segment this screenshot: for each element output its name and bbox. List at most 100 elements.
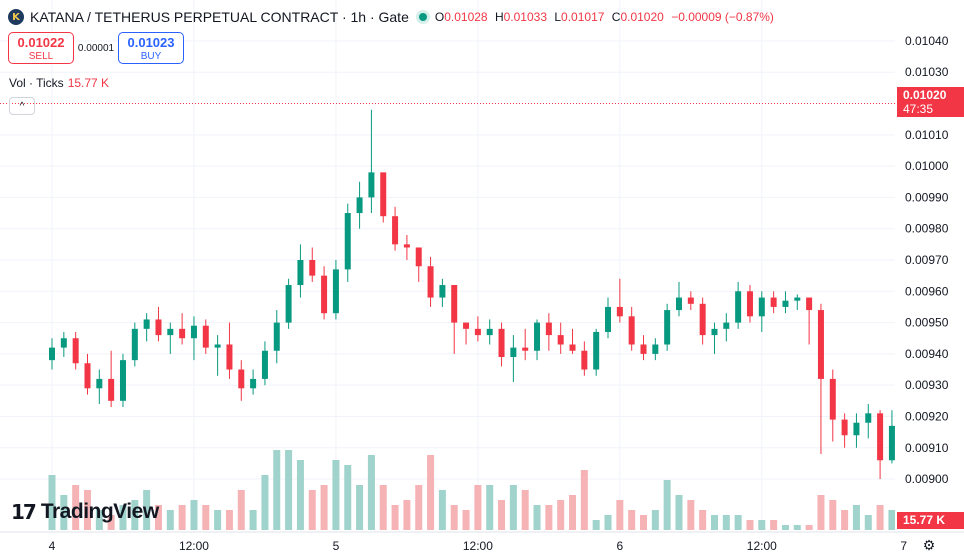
candle-body (877, 413, 884, 461)
market-status-icon[interactable] (418, 13, 427, 21)
gear-icon[interactable]: ⚙ (922, 536, 936, 553)
close-label: C (611, 10, 621, 24)
candle-body (368, 172, 375, 198)
candle-body (415, 247, 422, 267)
candle-body (758, 297, 765, 317)
candle-body (202, 325, 209, 348)
volume-bar (344, 465, 352, 530)
candle-body (84, 363, 91, 389)
volume-bar (876, 505, 884, 530)
volume-bar (498, 500, 506, 530)
candle-body (735, 291, 742, 323)
high-value: 0.01033 (503, 10, 548, 24)
volume-bar (320, 485, 328, 530)
volume-bar (616, 500, 624, 530)
price-tick-label: 0.01030 (905, 65, 949, 79)
time-tick-label: 5 (333, 539, 340, 553)
volume-bar (48, 475, 56, 530)
volume-bar (427, 455, 435, 530)
trade-buttons: 0.01022 SELL 0.00001 0.01023 BUY (8, 32, 184, 64)
symbol-title[interactable]: KATANA / TETHERUS PERPETUAL CONTRACT · 1… (30, 9, 409, 25)
volume-bar (770, 520, 778, 530)
candle-body (711, 328, 718, 336)
candle-body (853, 422, 860, 436)
close-value: 0.01020 (620, 10, 664, 24)
volume-bar (474, 485, 482, 530)
price-tick-label: 0.00960 (905, 284, 949, 298)
volume-bar (557, 500, 565, 530)
tradingview-wordmark: TradingView (40, 500, 159, 523)
volume-bar (119, 505, 127, 530)
sell-price: 0.01022 (17, 34, 65, 50)
candle-body (664, 310, 671, 345)
candle-body (49, 347, 55, 361)
volume-bar (462, 510, 470, 530)
time-tick-label: 12:00 (747, 539, 777, 553)
candle-body (616, 306, 623, 317)
volume-bar (178, 505, 186, 530)
candle-body (794, 297, 801, 301)
candle-body (309, 260, 316, 276)
chevron-up-icon: ^ (19, 100, 25, 112)
candle-body (498, 328, 505, 358)
collapse-legend-button[interactable]: ^ (9, 97, 35, 115)
price-tick-label: 0.01040 (905, 34, 949, 48)
candle-body (699, 303, 706, 336)
volume-bar (640, 515, 647, 530)
candle-body (356, 197, 363, 214)
buy-button[interactable]: 0.01023 BUY (118, 32, 184, 64)
volume-bar (379, 485, 387, 530)
time-axis-background (0, 532, 964, 560)
candle-body (510, 347, 517, 358)
candle-body (403, 244, 410, 248)
price-tick-label: 0.00990 (905, 190, 949, 204)
volume-bar (154, 505, 162, 530)
time-tick-label: 12:00 (179, 539, 209, 553)
volume-bar (95, 510, 103, 530)
candle-body (321, 275, 328, 314)
candle-body (545, 322, 552, 336)
volume-bar (545, 505, 553, 530)
time-tick-label: 4 (49, 539, 56, 553)
volume-bar (604, 515, 612, 530)
volume-tag: 15.77 K (897, 512, 964, 529)
price-axis[interactable]: 0.01040 0.01030 0.01010 0.01000 0.00990 0.009… (895, 0, 964, 532)
chart-header: K KATANA / TETHERUS PERPETUAL CONTRACT ·… (8, 6, 778, 28)
volume-bar (687, 500, 695, 530)
candle-body (380, 172, 387, 217)
candle-body (179, 328, 186, 339)
volume-label: Vol · Ticks (9, 76, 64, 90)
tradingview-logo[interactable]: 17 TradingView (11, 500, 159, 524)
candle-body (96, 378, 103, 389)
candle-body (273, 322, 280, 351)
candle-body (640, 344, 647, 354)
candle-body (261, 350, 268, 379)
volume-bar (131, 500, 139, 530)
volume-bar (438, 490, 446, 530)
volume-bar (781, 525, 789, 530)
candle-body (865, 413, 872, 423)
price-tick-label: 0.00950 (905, 316, 949, 330)
candle-body (119, 360, 126, 401)
volume-bar (107, 515, 115, 530)
candle-body (581, 350, 588, 370)
open-value: 0.01028 (444, 10, 488, 24)
volume-bar (190, 500, 198, 530)
candle-body (131, 328, 138, 361)
volume-bar (580, 470, 588, 530)
volume-bar (533, 505, 541, 530)
volume-bar (296, 460, 304, 530)
volume-legend[interactable]: Vol · Ticks 15.77 K (9, 76, 109, 90)
sell-button[interactable]: 0.01022 SELL (8, 32, 74, 64)
candle-body (214, 344, 221, 348)
volume-bar (592, 520, 600, 530)
candle-body (190, 325, 197, 339)
candle-body (238, 369, 245, 389)
volume-bar (829, 500, 837, 530)
candle-body (427, 266, 434, 298)
price-tick-label: 0.00980 (905, 222, 949, 236)
candle-body (522, 347, 529, 351)
price-tick-label: 0.01010 (905, 128, 949, 142)
